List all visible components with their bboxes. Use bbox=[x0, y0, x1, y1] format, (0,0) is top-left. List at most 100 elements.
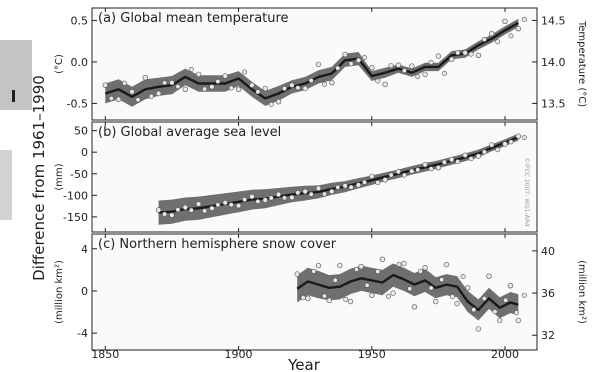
snow-cover-data-point bbox=[465, 285, 471, 291]
figure-y-axis-label: Difference from 1961–1990 bbox=[30, 75, 48, 281]
temperature-data-point bbox=[129, 89, 135, 95]
temperature-data-point bbox=[122, 80, 128, 86]
sea-level-data-point bbox=[355, 182, 362, 188]
temperature-frame bbox=[91, 7, 538, 121]
panel-temperature: 0.5 0.0 -0.5 14.5 14.0 13.5 (a) Global mean te… bbox=[54, 7, 587, 121]
temperature-data-point bbox=[222, 73, 228, 79]
temperature-data-point bbox=[162, 80, 168, 86]
sea-level-data-point bbox=[481, 149, 487, 155]
temperature-data-point bbox=[521, 16, 527, 22]
sea-level-data-point bbox=[422, 162, 428, 168]
sea-level-data-point bbox=[308, 191, 314, 197]
temperature-y-tick-label: -0.5 bbox=[67, 97, 88, 110]
temperature-data-point bbox=[175, 84, 181, 90]
snow-cover-data-point bbox=[364, 282, 370, 288]
left-sidebar-tick bbox=[12, 90, 15, 102]
temperature-data-point bbox=[455, 50, 461, 56]
sea-level-data-point bbox=[495, 147, 501, 153]
snow-cover-right-tick-label: 36 bbox=[541, 287, 555, 300]
sea-level-data-point bbox=[182, 204, 189, 211]
temperature-y-tick-label: 0.5 bbox=[71, 14, 89, 27]
temperature-data-point bbox=[415, 74, 421, 80]
snow-cover-data-point bbox=[311, 268, 317, 274]
snow-cover-data-point bbox=[515, 317, 521, 324]
snow-cover-data-point bbox=[347, 298, 354, 305]
snow-cover-right-tick-label: 40 bbox=[541, 245, 555, 258]
sea-level-data-point bbox=[508, 139, 514, 145]
temperature-right-unit-label: Temperature (°C) bbox=[576, 20, 587, 107]
snow-cover-right-unit-label: (million km²) bbox=[576, 260, 587, 324]
sea-level-y-tick-label: -150 bbox=[63, 211, 88, 224]
sea-level-data-point bbox=[235, 203, 242, 209]
sea-level-title: (b) Global average sea level bbox=[98, 125, 281, 140]
sea-level-data-point bbox=[428, 166, 434, 172]
temperature-data-point bbox=[235, 86, 242, 93]
sea-level-data-point bbox=[502, 141, 508, 147]
left-sidebar-strip bbox=[0, 150, 12, 220]
temperature-y-tick-label: 0.0 bbox=[71, 56, 89, 69]
sea-level-data-point bbox=[315, 185, 322, 192]
temperature-data-point bbox=[182, 86, 189, 93]
snow-cover-data-point bbox=[439, 277, 445, 283]
snow-cover-data-point bbox=[422, 265, 428, 271]
temperature-data-point bbox=[209, 84, 215, 90]
snow-cover-series-line bbox=[296, 273, 519, 312]
temperature-data-point bbox=[188, 66, 194, 72]
temperature-unit-label: (°C) bbox=[54, 54, 65, 74]
snow-cover-right-tick-label: 32 bbox=[541, 329, 555, 342]
temperature-data-point bbox=[289, 82, 295, 88]
snow-cover-data-point bbox=[471, 307, 477, 313]
sea-level-y-tick-label: 0 bbox=[81, 146, 88, 159]
temperature-data-point bbox=[395, 62, 402, 68]
temperature-data-point bbox=[369, 64, 375, 71]
sea-level-data-point bbox=[401, 172, 407, 178]
sea-level-unit-label: (mm) bbox=[54, 163, 65, 190]
sea-level-data-point bbox=[342, 183, 348, 189]
snow-cover-data-point bbox=[337, 262, 343, 269]
temperature-data-point bbox=[268, 101, 274, 107]
sea-level-data-point bbox=[202, 208, 208, 214]
sea-level-uncertainty-band bbox=[158, 133, 519, 225]
sea-level-y-tick-label: -50 bbox=[70, 168, 88, 181]
snow-cover-data-point bbox=[481, 295, 487, 301]
snow-cover-unit-label: (million km²) bbox=[54, 260, 65, 324]
sea-level-data-point bbox=[415, 167, 421, 173]
snow-cover-uncertainty-band bbox=[297, 263, 519, 321]
x-tick-label: 2000 bbox=[491, 348, 519, 361]
temperature-data-point bbox=[315, 61, 322, 68]
snow-cover-data-point bbox=[407, 286, 413, 292]
temperature-data-point bbox=[102, 82, 109, 88]
temperature-data-point bbox=[275, 98, 282, 105]
snow-cover-data-point bbox=[513, 310, 519, 316]
temperature-data-point bbox=[202, 86, 208, 92]
temperature-data-point bbox=[242, 69, 248, 75]
sea-level-data-point bbox=[395, 168, 402, 175]
sea-level-data-point bbox=[222, 200, 228, 206]
panel-sea-level: 50 0 -50 -100 -150 (b) Global average sea lev… bbox=[54, 121, 538, 233]
ipcc-watermark: ©IPCC 2007: WG1-AR4 bbox=[523, 157, 530, 227]
sea-level-data-point bbox=[228, 202, 234, 208]
temperature-data-point bbox=[388, 63, 394, 69]
temperature-data-point bbox=[215, 79, 221, 85]
snow-cover-data-point bbox=[417, 268, 423, 274]
temperature-data-point bbox=[228, 85, 234, 91]
sea-level-data-point bbox=[388, 172, 394, 178]
temperature-data-point bbox=[462, 50, 468, 56]
snow-cover-data-point bbox=[411, 304, 418, 310]
sea-level-data-point bbox=[348, 184, 354, 190]
temperature-data-point bbox=[441, 70, 447, 76]
snow-cover-data-point bbox=[492, 309, 498, 315]
temperature-data-point bbox=[169, 79, 175, 86]
temperature-data-point bbox=[428, 59, 434, 65]
temperature-data-point bbox=[142, 74, 149, 81]
sea-level-data-point bbox=[281, 195, 287, 201]
snow-cover-data-point bbox=[443, 261, 450, 268]
x-axis-label: Year bbox=[287, 356, 321, 372]
temperature-data-point bbox=[475, 52, 482, 58]
snow-cover-data-point bbox=[369, 292, 375, 298]
sea-level-data-point bbox=[441, 159, 447, 165]
x-tick-label: 1950 bbox=[358, 348, 386, 361]
temperature-data-point bbox=[195, 71, 202, 78]
sea-level-data-point bbox=[455, 159, 461, 165]
